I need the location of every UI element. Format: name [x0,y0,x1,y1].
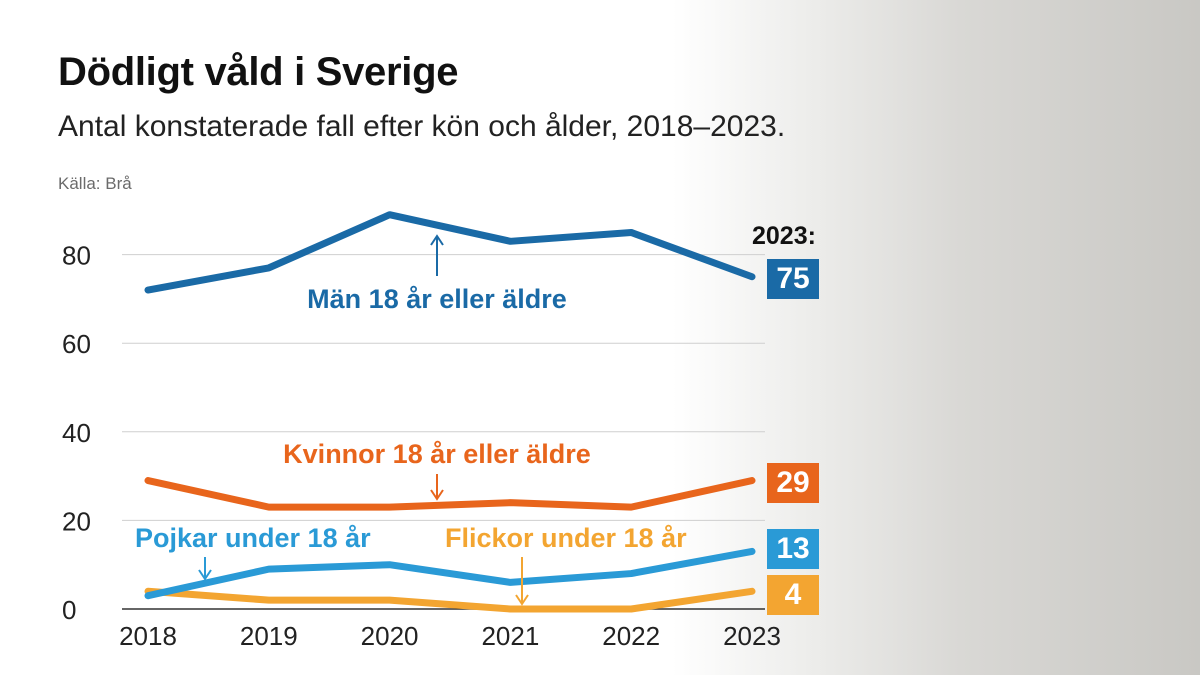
series-label: Flickor under 18 år [445,523,687,553]
series-label-arrowhead [515,594,529,606]
x-tick-label: 2021 [481,621,539,651]
series-label: Män 18 år eller äldre [307,284,567,314]
end-value-badge-kvinnor: 29 [767,463,819,503]
series-line [144,547,756,600]
series-layer [144,211,756,613]
y-tick-label: 60 [62,329,91,359]
x-tick-label: 2019 [240,621,298,651]
x-tick-label: 2018 [119,621,177,651]
chart-source: Källa: Brå [58,174,132,193]
end-label-header: 2023: [752,222,816,250]
y-tick-label: 80 [62,241,91,271]
series-line [144,587,756,613]
end-value-badge-flickor: 4 [767,575,819,615]
x-tick-label: 2022 [602,621,660,651]
chart-title: Dödligt våld i Sverige [58,50,459,94]
grid-layer: 0 20 40 60 80 2018 2019 2020 2021 2022 2023 [62,241,781,651]
series-label: Pojkar under 18 år [135,523,371,553]
chart-subtitle: Antal konstaterade fall efter kön och ål… [58,110,786,143]
label-layer: Män 18 år eller äldre Kvinnor 18 år eller… [135,234,687,606]
series-line [144,211,756,294]
end-value-badge-man: 75 [767,259,819,299]
series-label: Kvinnor 18 år eller äldre [283,439,591,469]
series-line [144,477,756,511]
y-tick-label: 20 [62,506,91,536]
series-label-arrowhead [430,234,444,246]
series-label-arrowhead [198,569,212,581]
y-tick-label: 0 [62,595,76,625]
x-tick-label: 2020 [361,621,419,651]
series-label-arrowhead [430,489,444,501]
end-value-badge-pojkar: 13 [767,529,819,569]
x-tick-label: 2023 [723,621,781,651]
y-tick-label: 40 [62,418,91,448]
